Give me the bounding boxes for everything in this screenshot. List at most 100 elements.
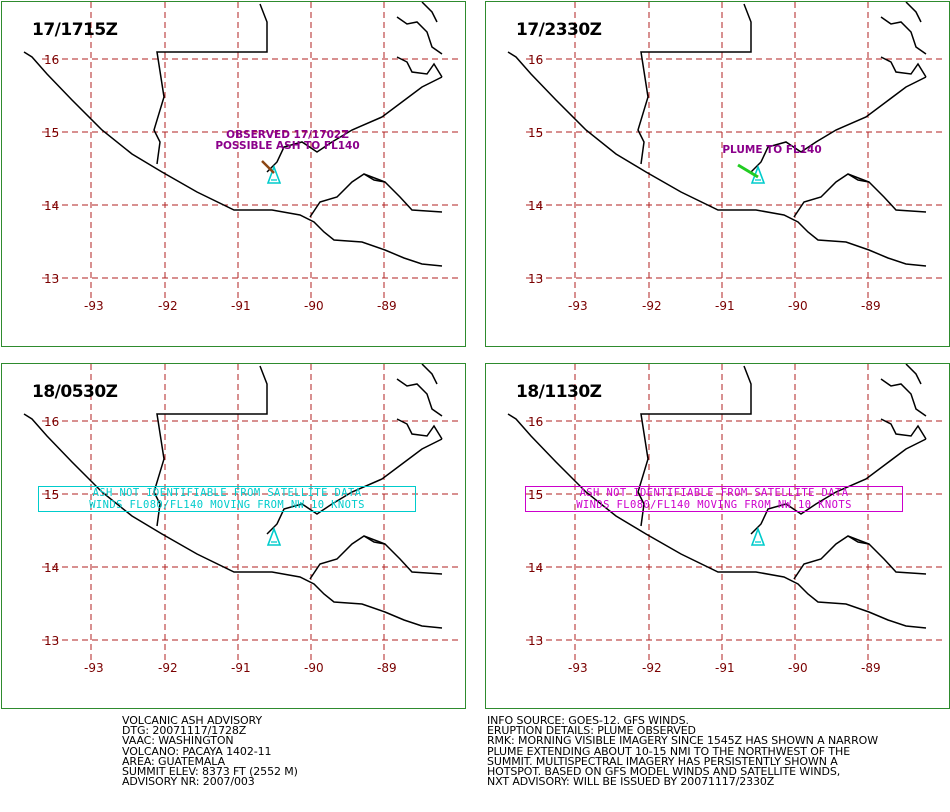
map-panel-2: 16 15 14 13 -93 -92 -91 -90 -89 17/2330Z PLUME T…: [485, 1, 950, 347]
footer-line: ERUPTION DETAILS: PLUME OBSERVED: [487, 724, 696, 738]
footer-line: VOLCANO: PACAYA 1402-11: [122, 744, 272, 758]
longitude-label: -90: [788, 661, 808, 675]
latitude-label: 15: [528, 488, 543, 502]
footer-line: DTG: 20071117/1728Z: [122, 724, 247, 738]
annotation-line: OBSERVED 17/1702Z: [226, 129, 349, 141]
latitude-label: 16: [528, 415, 543, 429]
longitude-label: -93: [84, 299, 104, 313]
latitude-label: 16: [44, 415, 59, 429]
country-border: [637, 3, 752, 165]
map-canvas: 16 15 14 13 -93 -92 -91 -90 -89: [23, 364, 462, 675]
map-panel-3: 16 15 14 13 -93 -92 -91 -90 -89 18/0530Z ASH NOT…: [1, 363, 466, 709]
country-border: [637, 365, 752, 527]
country-border: [421, 2, 438, 23]
annotation-line: POSSIBLE ASH TO FL140: [215, 140, 360, 152]
longitude-label: -89: [861, 661, 881, 675]
country-border: [396, 16, 443, 55]
latitude-label: 13: [528, 634, 543, 648]
latitude-label: 14: [44, 199, 59, 213]
coastline: [507, 413, 927, 629]
coastline: [23, 413, 443, 629]
footer-line: PLUME EXTENDING ABOUT 10-15 NMI TO THE N…: [487, 744, 851, 758]
country-border: [880, 16, 927, 55]
longitude-label: -92: [158, 661, 178, 675]
footer-line: SUMMIT. MULTISPECTRAL IMAGERY HAS PERSIS…: [487, 754, 838, 768]
advisory-remarks-text: INFO SOURCE: GOES-12. GFS WINDS. ERUPTIO…: [487, 714, 878, 789]
longitude-label: -89: [861, 299, 881, 313]
panel-time-label: 17/1715Z: [32, 20, 118, 40]
latitude-label: 13: [44, 272, 59, 286]
map-canvas: 16 15 14 13 -93 -92 -91 -90 -89: [507, 2, 946, 313]
country-border: [905, 364, 922, 385]
longitude-label: -91: [231, 661, 251, 675]
observation-annotation: OBSERVED 17/1702Z POSSIBLE ASH TO FL140: [200, 130, 375, 152]
country-border: [396, 378, 443, 417]
volcano-icon: [750, 526, 766, 546]
latitude-label: 14: [528, 561, 543, 575]
country-border: [880, 378, 927, 417]
footer-line: HOTSPOT. BASED ON GFS MODEL WINDS AND SA…: [487, 764, 841, 778]
longitude-label: -92: [642, 661, 662, 675]
map-canvas: 16 15 14 13 -93 -92 -91 -90 -89: [507, 364, 946, 675]
footer-line: AREA: GUATEMALA: [122, 754, 225, 768]
country-border: [266, 76, 443, 173]
country-border: [266, 438, 443, 535]
volcano-icon: [266, 164, 282, 184]
longitude-label: -90: [304, 661, 324, 675]
latitude-label: 14: [44, 561, 59, 575]
country-border: [750, 76, 927, 173]
longitude-label: -90: [304, 299, 324, 313]
latitude-label: 14: [528, 199, 543, 213]
country-border: [905, 2, 922, 23]
panel-time-label: 18/0530Z: [32, 382, 118, 402]
longitude-label: -92: [642, 299, 662, 313]
country-border: [750, 438, 927, 535]
latitude-label: 13: [528, 272, 543, 286]
longitude-label: -93: [568, 661, 588, 675]
coastline: [507, 51, 927, 267]
country-border: [153, 365, 268, 527]
latitude-label: 15: [44, 488, 59, 502]
footer-line: NXT ADVISORY: WILL BE ISSUED BY 20071117…: [487, 775, 775, 789]
map-canvas: 16 15 14 13 -93 -92 -91 -90 -89: [23, 2, 462, 313]
longitude-label: -89: [377, 661, 397, 675]
longitude-label: -91: [715, 661, 735, 675]
country-border: [847, 173, 870, 183]
latitude-label: 15: [528, 126, 543, 140]
volcano-icon: [266, 526, 282, 546]
latitude-label: 16: [44, 53, 59, 67]
longitude-label: -93: [568, 299, 588, 313]
longitude-label: -89: [377, 299, 397, 313]
box-line: ASH NOT IDENTIFIABLE FROM SATELLITE DATA: [92, 487, 362, 499]
box-line: ASH NOT IDENTIFIABLE FROM SATELLITE DATA: [579, 487, 849, 499]
map-panel-1: 16 15 14 13 -93 -92 -91 -90 -89 17/1715Z OBSERVE…: [1, 1, 466, 347]
annotation-line: PLUME TO FL140: [722, 144, 822, 156]
country-border: [153, 3, 268, 165]
footer-line: RMK: MORNING VISIBLE IMAGERY SINCE 1545Z…: [487, 734, 878, 748]
ash-status-box: ASH NOT IDENTIFIABLE FROM SATELLITE DATA…: [525, 486, 903, 512]
footer-line: VAAC: WASHINGTON: [122, 734, 234, 748]
country-border: [396, 56, 443, 78]
longitude-label: -91: [715, 299, 735, 313]
panel-time-label: 18/1130Z: [516, 382, 602, 402]
longitude-label: -93: [84, 661, 104, 675]
longitude-label: -92: [158, 299, 178, 313]
country-border: [363, 173, 386, 183]
advisory-header-text: VOLCANIC ASH ADVISORY DTG: 20071117/1728…: [122, 714, 298, 789]
map-panel-4: 16 15 14 13 -93 -92 -91 -90 -89 18/1130Z ASH NOT…: [485, 363, 950, 709]
footer-line: ADVISORY NR: 2007/003: [122, 775, 255, 789]
country-border: [880, 418, 927, 440]
longitude-label: -90: [788, 299, 808, 313]
country-border: [363, 535, 386, 545]
panel-time-label: 17/2330Z: [516, 20, 602, 40]
country-border: [880, 56, 927, 78]
footer-line: VOLCANIC ASH ADVISORY: [122, 714, 263, 727]
latitude-label: 16: [528, 53, 543, 67]
longitude-label: -91: [231, 299, 251, 313]
box-line: WINDS FL080/FL140 MOVING FROM NW 10 KNOT…: [89, 499, 365, 511]
footer-line: INFO SOURCE: GOES-12. GFS WINDS.: [487, 714, 689, 727]
box-line: WINDS FL080/FL140 MOVING FROM NW 10 KNOT…: [576, 499, 852, 511]
plume-annotation: PLUME TO FL140: [712, 145, 832, 156]
latitude-label: 15: [44, 126, 59, 140]
ash-plume: [261, 160, 275, 174]
